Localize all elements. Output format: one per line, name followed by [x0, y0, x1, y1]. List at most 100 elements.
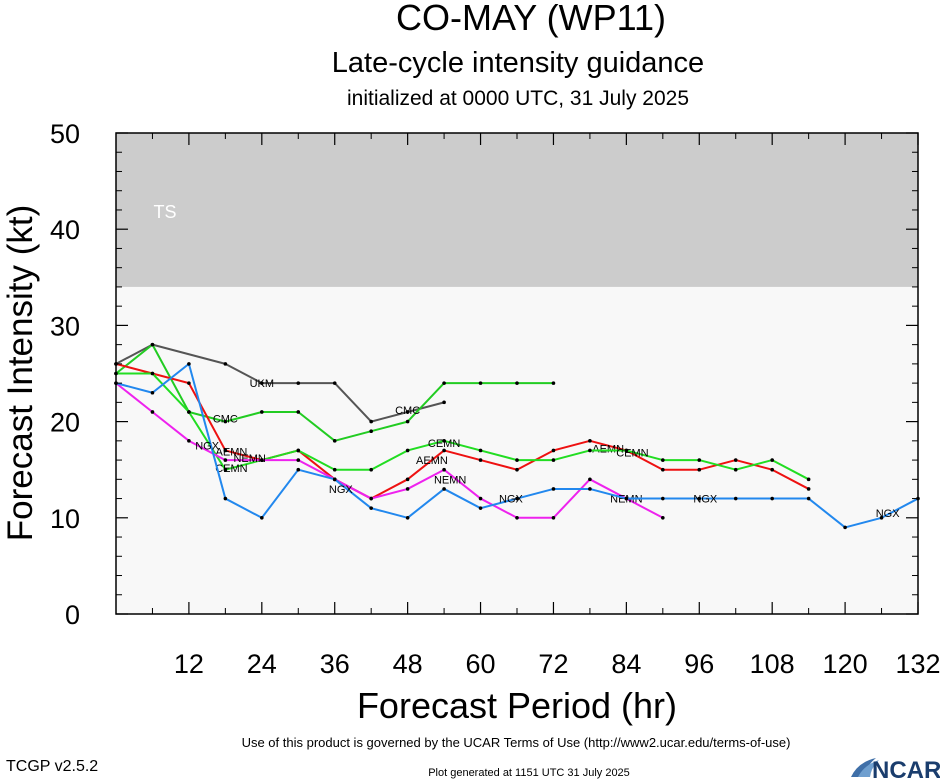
y-tick-label: 30 [50, 311, 80, 341]
data-point-ngx [515, 496, 519, 501]
data-point-nemn [661, 516, 665, 520]
x-tick-label: 132 [895, 649, 940, 679]
data-point-cemn [369, 467, 373, 472]
series-line-aemn [115, 362, 810, 500]
plot-area: TS UKMCMCCMCAEMNAEMNAEMNCEMNCEMNCEMNNEMN… [114, 132, 920, 615]
x-axis: 12 24 36 48 60 72 84 96 108 120 132 [151, 133, 940, 679]
data-point-nemn [260, 458, 264, 462]
data-point-cemn [478, 448, 483, 453]
data-point-nemn [150, 410, 155, 414]
data-point-cemn [770, 458, 774, 462]
data-point-aemn [478, 458, 483, 462]
data-point-ngx [551, 487, 556, 491]
x-tick-label: 84 [611, 649, 641, 679]
data-point-ngx [879, 516, 884, 520]
ncar-logo-mark [851, 758, 876, 777]
ncar-logo-text: NCAR [872, 757, 940, 780]
data-point-ngx [733, 496, 738, 501]
data-point-aemn [588, 439, 592, 443]
series-label-cmc: CMC [395, 405, 420, 417]
data-point-cemn [332, 467, 337, 472]
generated-timestamp: Plot generated at 1151 UTC 31 July 2025 [428, 767, 630, 779]
chart-title: CO-MAY (WP11) [396, 0, 666, 38]
data-point-aemn [661, 467, 665, 472]
data-point-cmc [296, 410, 301, 414]
data-point-ngx [843, 525, 847, 530]
data-point-ngx [260, 516, 264, 520]
data-point-cemn [806, 477, 811, 482]
y-axis-label: Forecast Intensity (kt) [1, 205, 40, 541]
x-tick-label: 120 [823, 649, 868, 679]
data-point-cemn [187, 410, 191, 414]
data-point-aemn [551, 448, 556, 453]
y-tick-label: 40 [50, 215, 80, 245]
data-point-nemn [478, 496, 483, 501]
data-point-nemn [369, 496, 373, 501]
data-point-cemn [697, 458, 702, 462]
data-point-ukm [260, 381, 264, 385]
data-point-ukm [442, 400, 446, 405]
data-point-nemn [588, 477, 592, 482]
series-label-aemn: AEMN [216, 446, 248, 458]
data-point-nemn [223, 458, 228, 462]
data-point-ngx [442, 487, 446, 491]
data-point-cemn [150, 371, 155, 376]
terms-of-use-text: Use of this product is governed by the U… [242, 735, 791, 750]
data-point-ngx [223, 496, 228, 501]
data-point-aemn [697, 467, 702, 472]
data-point-ngx [187, 362, 191, 366]
data-point-cmc [442, 381, 446, 385]
series-label-cemn: CEMN [616, 447, 648, 459]
data-point-cmc [223, 419, 228, 424]
x-tick-label: 48 [393, 649, 423, 679]
series-line-nemn [115, 382, 664, 519]
x-tick-label: 12 [174, 649, 204, 679]
data-point-cmc [478, 381, 483, 385]
series-label-ngx: NGX [499, 494, 524, 506]
data-point-cemn [442, 439, 446, 443]
series-label-nemn: NEMN [233, 453, 265, 465]
series-ngx: NGX NGX NGX NGX NGX [114, 362, 920, 530]
ts-band-label: TS [153, 202, 176, 222]
series-label-ngx: NGX [329, 484, 354, 496]
data-point-ngx [369, 506, 373, 510]
series-label-ngx: NGX [693, 494, 718, 506]
data-point-ngx [624, 496, 629, 501]
series-label-nemn: NEMN [434, 474, 466, 486]
y-tick-label: 0 [65, 600, 80, 630]
data-point-cemn [405, 448, 410, 453]
data-point-ngx [296, 467, 301, 472]
data-point-aemn [187, 381, 191, 385]
chart-initialized-label: initialized at 0000 UTC, 31 July 2025 [347, 87, 689, 110]
data-point-cemn [661, 458, 665, 462]
data-point-cemn [515, 458, 519, 462]
y-tick-label: 50 [50, 119, 80, 149]
data-point-nemn [187, 439, 191, 443]
data-point-aemn [733, 458, 738, 462]
data-point-cmc [260, 410, 264, 414]
data-point-cmc [515, 381, 519, 385]
series-label-ngx: NGX [195, 441, 220, 453]
data-point-ngx [405, 516, 410, 520]
series-cemn: CEMN CEMN CEMN [114, 371, 811, 482]
x-tick-label: 60 [466, 649, 496, 679]
series-layer: UKMCMCCMCAEMNAEMNAEMNCEMNCEMNCEMNNEMNNEM… [114, 342, 920, 530]
series-label-aemn: AEMN [416, 455, 448, 467]
data-point-nemn [551, 516, 556, 520]
x-axis-label: Forecast Period (hr) [357, 685, 677, 726]
data-point-aemn [442, 448, 446, 453]
data-point-cmc [150, 342, 155, 347]
chart-subtitle: Late-cycle intensity guidance [332, 47, 704, 79]
x-tick-label: 108 [750, 649, 795, 679]
data-point-nemn [405, 487, 410, 491]
series-label-cemn: CEMN [215, 463, 247, 475]
ncar-logo-mark-inner [858, 760, 879, 777]
y-tick-label: 20 [50, 408, 80, 438]
data-point-nemn [296, 458, 301, 462]
data-point-ngx [806, 496, 811, 501]
data-point-nemn [515, 516, 519, 520]
data-point-cmc [405, 419, 410, 424]
data-point-ngx [588, 487, 592, 491]
ts-band [116, 133, 918, 287]
